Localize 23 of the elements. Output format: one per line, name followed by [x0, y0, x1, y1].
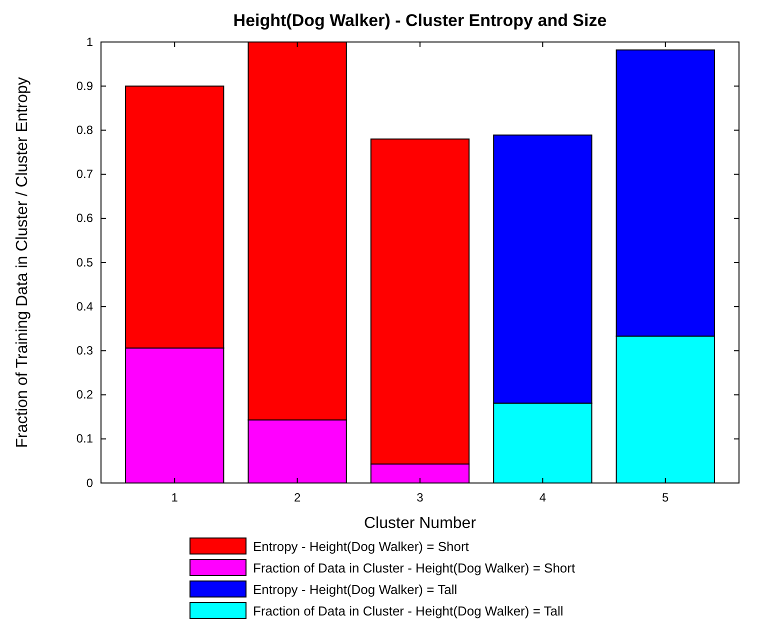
y-tick-label: 0.8 — [76, 123, 94, 138]
legend-label: Entropy - Height(Dog Walker) = Short — [253, 539, 470, 554]
legend-label: Fraction of Data in Cluster - Height(Dog Walker) = Tall — [253, 604, 564, 618]
legend-label: Fraction of Data in Cluster - Height(Dog Walker) = Short — [253, 560, 576, 576]
y-tick-label: 0.6 — [76, 211, 94, 226]
y-tick-label: 0.7 — [76, 167, 94, 182]
y-tick-label: 0.5 — [76, 255, 94, 270]
y-tick-label: 1 — [86, 34, 94, 49]
y-axis-title: Fraction of Training Data in Cluster / Cluster Entropy — [14, 77, 31, 448]
legend-label: Entropy - Height(Dog Walker) = Tall — [253, 582, 458, 597]
chart-title: Height(Dog Walker) - Cluster Entropy and Size — [233, 11, 607, 30]
y-tick-label: 0.2 — [76, 388, 94, 402]
x-axis-title: Cluster Number — [364, 515, 477, 532]
y-tick-label: 0.3 — [76, 344, 94, 358]
x-tick-label: 5 — [662, 490, 670, 505]
x-tick-label: 3 — [416, 490, 424, 505]
x-tick-label: 4 — [539, 490, 546, 505]
y-tick-label: 0.9 — [76, 78, 94, 93]
y-tick-label: 0.4 — [76, 299, 94, 314]
x-tick-label: 2 — [294, 490, 301, 505]
y-tick-label: 0.1 — [76, 432, 94, 446]
x-tick-label: 1 — [171, 490, 178, 505]
y-tick-label: 0 — [86, 476, 94, 490]
